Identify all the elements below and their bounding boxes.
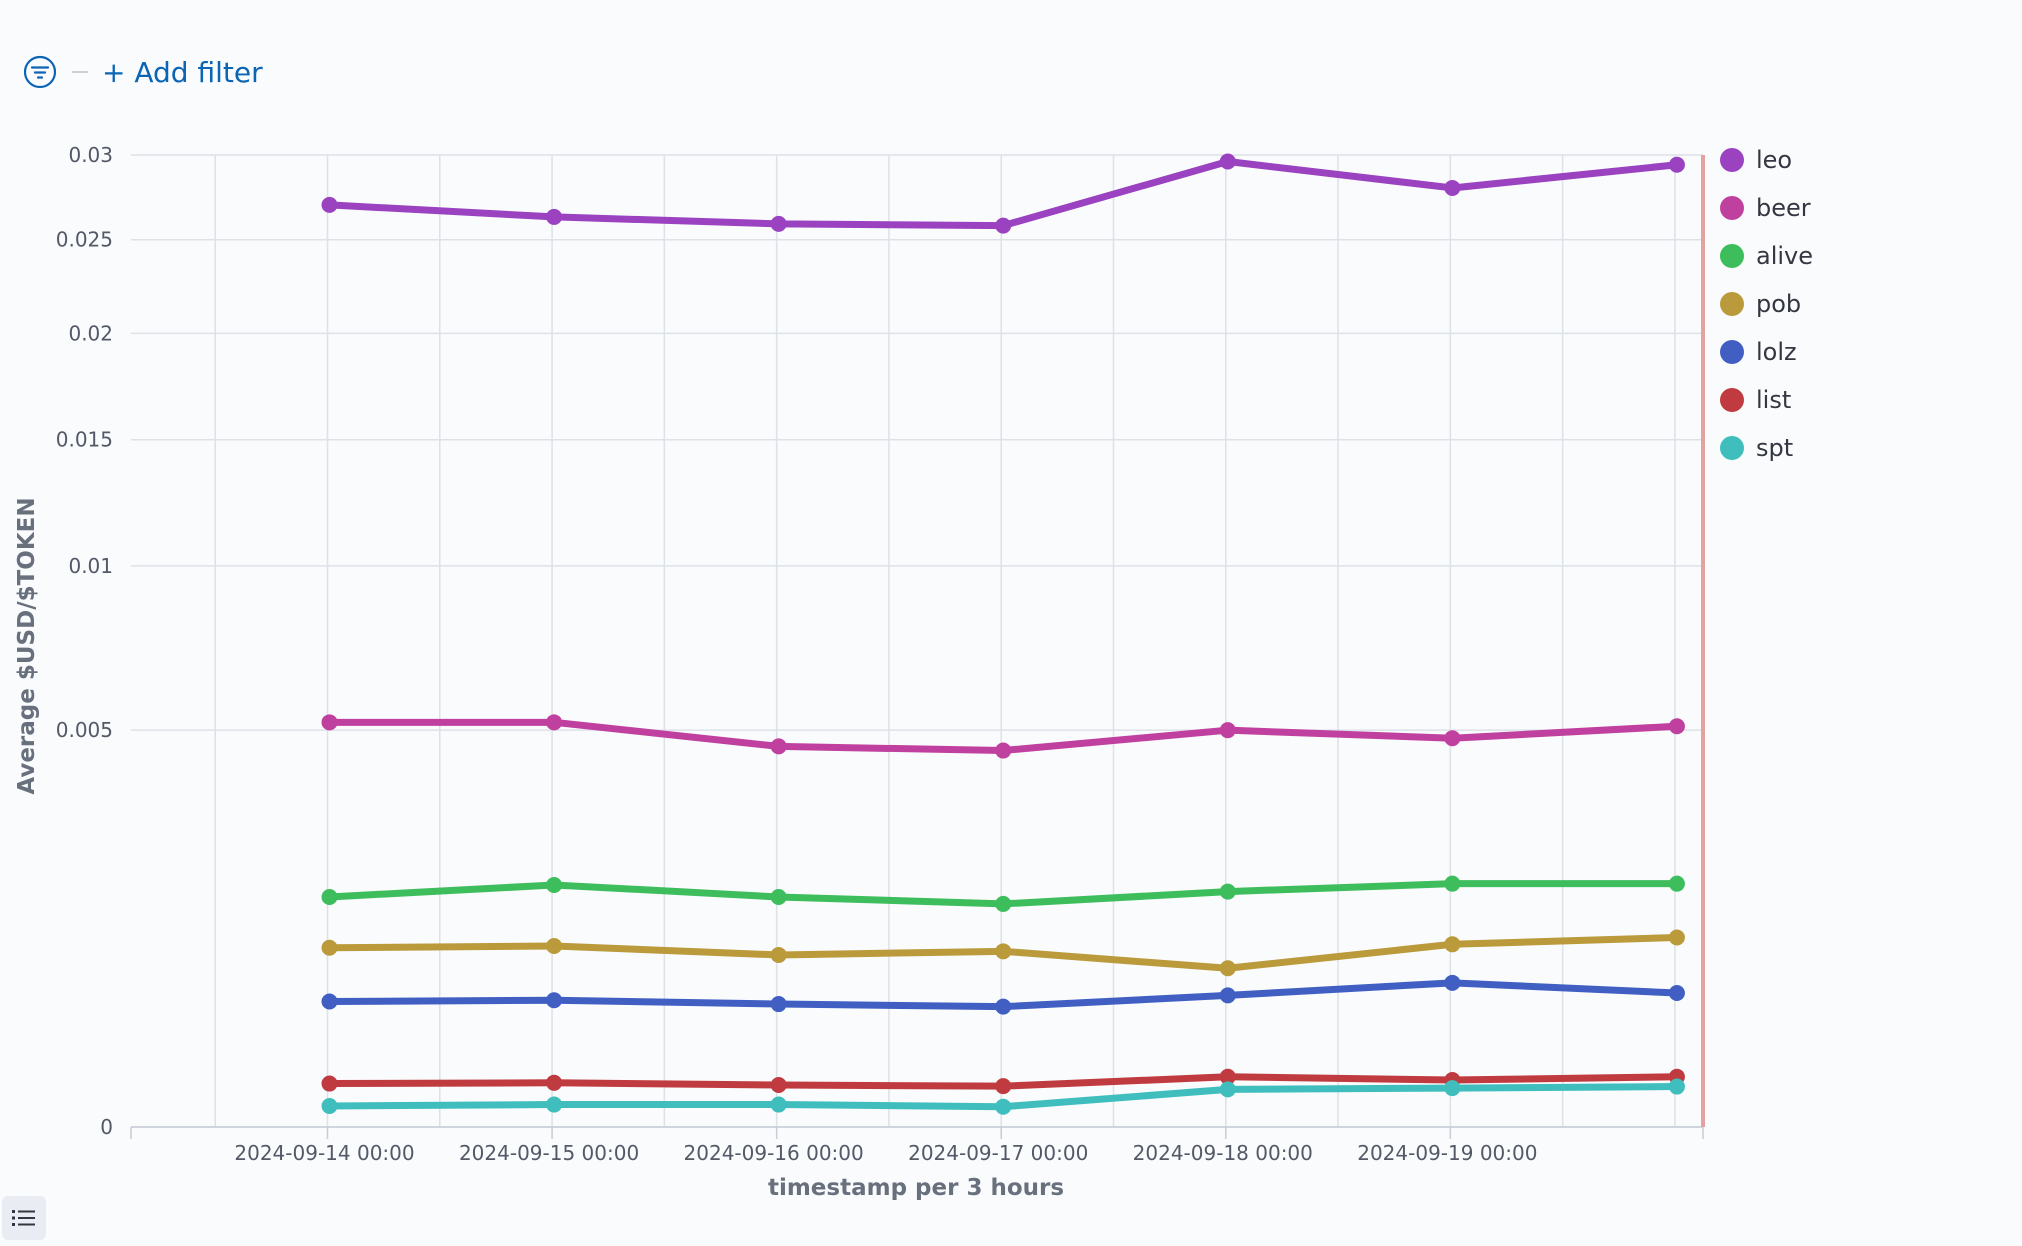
filter-separator (72, 71, 88, 73)
series-line-leo (326, 158, 1681, 230)
y-tick-label: 0.015 (56, 428, 113, 452)
y-tick-label: 0.01 (68, 554, 113, 578)
data-point-beer (1219, 722, 1236, 739)
data-point-beer (1444, 730, 1461, 747)
data-point-lolz (321, 993, 338, 1010)
data-point-lolz (1219, 987, 1236, 1004)
x-tick-label: 2024-09-14 00:00 (234, 1141, 414, 1165)
list-icon (12, 1210, 35, 1226)
data-point-spt (770, 1096, 787, 1113)
data-point-pob (1219, 960, 1236, 977)
legend-marker-list (1720, 388, 1744, 412)
legend-label-alive: alive (1756, 242, 1813, 270)
add-filter-button[interactable]: + Add filter (102, 55, 263, 89)
data-point-spt (321, 1098, 338, 1115)
data-point-spt (995, 1098, 1012, 1115)
y-tick-label: 0.03 (68, 143, 113, 167)
data-point-pob (770, 946, 787, 963)
data-point-pob (546, 938, 563, 955)
x-tick-label: 2024-09-19 00:00 (1357, 1141, 1537, 1165)
legend-marker-beer (1720, 196, 1744, 220)
data-point-leo (546, 208, 563, 225)
legend-marker-spt (1720, 436, 1744, 460)
legend-marker-lolz (1720, 340, 1744, 364)
data-point-spt (1444, 1080, 1461, 1097)
y-tick-label: 0.005 (56, 718, 113, 742)
data-point-beer (321, 714, 338, 731)
data-point-beer (770, 738, 787, 755)
data-point-pob (1444, 936, 1461, 953)
x-tick-label: 2024-09-17 00:00 (908, 1141, 1088, 1165)
x-tick-label: 2024-09-18 00:00 (1133, 1141, 1313, 1165)
data-point-lolz (1668, 985, 1685, 1002)
y-tick-label: 0 (100, 1115, 113, 1139)
data-point-leo (995, 217, 1012, 234)
data-point-pob (321, 939, 338, 956)
data-point-beer (995, 742, 1012, 759)
data-point-alive (546, 876, 563, 893)
data-point-list (546, 1074, 563, 1091)
filter-bar: + Add filter (20, 52, 263, 92)
data-point-list (1219, 1068, 1236, 1085)
data-point-spt (1668, 1078, 1685, 1095)
data-point-alive (1668, 875, 1685, 892)
data-point-beer (546, 714, 563, 731)
y-axis-title: Average $USD/$TOKEN (14, 497, 40, 794)
y-tick-label: 0.025 (56, 228, 113, 252)
data-point-leo (1444, 179, 1461, 196)
data-point-pob (995, 943, 1012, 960)
data-point-spt (1219, 1081, 1236, 1098)
data-point-leo (770, 215, 787, 232)
data-point-lolz (546, 992, 563, 1009)
x-tick-label: 2024-09-16 00:00 (684, 1141, 864, 1165)
legend-label-leo: leo (1756, 146, 1792, 174)
legend-label-spt: spt (1756, 434, 1793, 462)
data-point-lolz (1444, 974, 1461, 991)
data-point-lolz (995, 998, 1012, 1015)
data-point-spt (546, 1096, 563, 1113)
data-point-list (770, 1077, 787, 1094)
y-tick-label: 0.02 (68, 321, 113, 345)
legend-label-lolz: lolz (1756, 338, 1797, 366)
legend-marker-leo (1720, 148, 1744, 172)
data-point-pob (1668, 929, 1685, 946)
legend-marker-alive (1720, 244, 1744, 268)
data-point-beer (1668, 718, 1685, 735)
data-point-leo (321, 196, 338, 213)
data-point-leo (1668, 156, 1685, 173)
data-point-list (321, 1075, 338, 1092)
data-point-lolz (770, 996, 787, 1013)
data-point-alive (995, 895, 1012, 912)
legend-toggle-button[interactable] (2, 1196, 46, 1240)
legend-label-beer: beer (1756, 194, 1811, 222)
legend-label-pob: pob (1756, 290, 1801, 318)
x-tick-label: 2024-09-15 00:00 (459, 1141, 639, 1165)
data-point-leo (1219, 153, 1236, 170)
data-point-list (995, 1078, 1012, 1095)
x-axis-title: timestamp per 3 hours (768, 1175, 1064, 1201)
data-point-alive (1219, 883, 1236, 900)
data-point-alive (321, 888, 338, 905)
filter-icon[interactable] (20, 52, 60, 92)
data-point-alive (770, 888, 787, 905)
legend-marker-pob (1720, 292, 1744, 316)
legend-label-list: list (1756, 386, 1791, 414)
data-point-alive (1444, 875, 1461, 892)
